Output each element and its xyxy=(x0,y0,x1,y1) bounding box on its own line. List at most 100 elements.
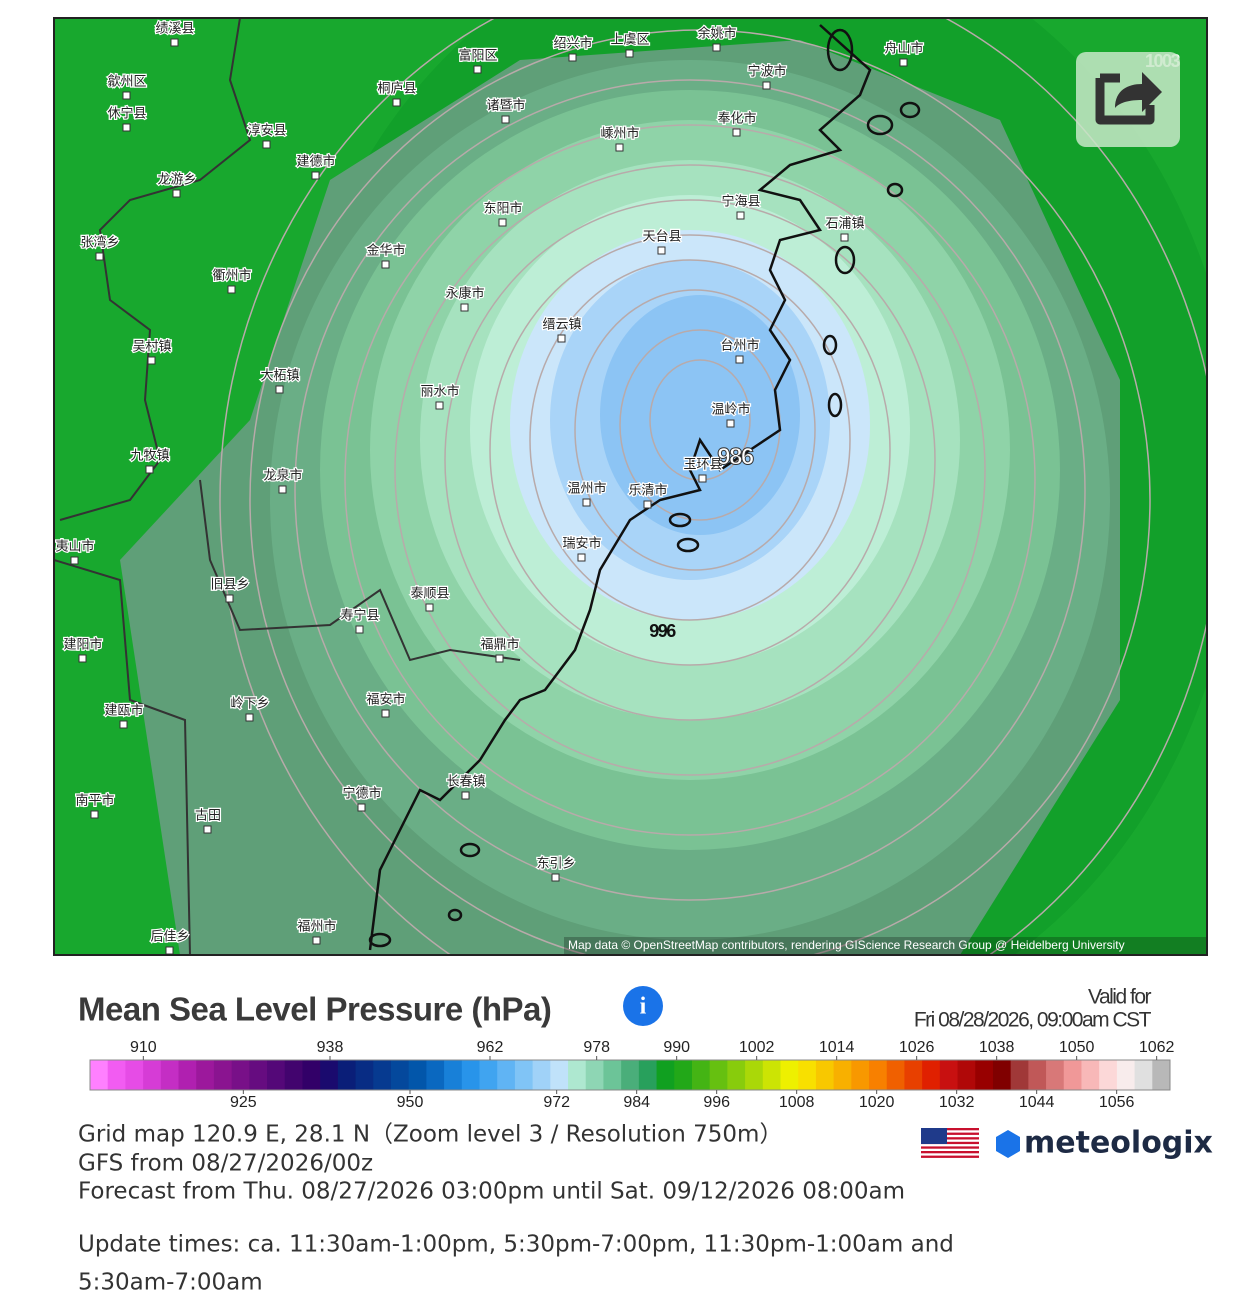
city-marker xyxy=(165,946,174,955)
colorbar-swatch xyxy=(143,1060,162,1090)
city-marker xyxy=(495,654,504,663)
city-marker xyxy=(732,128,741,137)
city-marker xyxy=(147,356,156,365)
colorbar-tick-label: 1014 xyxy=(819,1039,855,1056)
brand-logo xyxy=(996,1130,1020,1158)
city-marker xyxy=(227,285,236,294)
colorbar-swatch xyxy=(975,1060,994,1090)
city-label: 古田 xyxy=(195,809,221,824)
colorbar-swatch xyxy=(461,1060,481,1090)
info-glyph: i xyxy=(640,994,647,1020)
city-label: 东引乡 xyxy=(536,857,575,872)
colorbar-swatch xyxy=(638,1060,658,1090)
attribution-bg xyxy=(564,937,1207,955)
city-label: 奉化市 xyxy=(717,111,756,127)
colorbar-swatch xyxy=(284,1060,303,1090)
colorbar-swatch xyxy=(337,1060,357,1090)
flag-canton xyxy=(921,1128,947,1144)
colorbar-swatch xyxy=(514,1060,534,1090)
city-label: 龙游乡 xyxy=(157,173,196,188)
colorbar-swatch xyxy=(444,1060,463,1090)
share-arrow xyxy=(1115,72,1162,112)
colorbar-swatch xyxy=(90,1060,109,1090)
city-marker xyxy=(498,218,507,227)
us-flag[interactable] xyxy=(921,1128,979,1158)
city-label: 建德市 xyxy=(296,154,335,170)
city-label: 嵊州市 xyxy=(600,126,639,142)
city-marker xyxy=(392,98,401,107)
valid-time: Fri 08/28/2026, 09:00am CST xyxy=(914,1009,1152,1032)
city-label: 天台县 xyxy=(642,230,681,245)
colorbar-swatch xyxy=(408,1060,427,1090)
colorbar-tick-label: 1056 xyxy=(1099,1094,1135,1111)
city-label: 桐庐县 xyxy=(377,82,416,97)
colorbar-tick-label: 1008 xyxy=(779,1094,815,1111)
city-marker xyxy=(425,603,434,612)
colorbar-swatch xyxy=(762,1060,781,1090)
colorbar-tick-label: 990 xyxy=(663,1039,690,1056)
colorbar-swatch xyxy=(1099,1060,1118,1090)
city-marker xyxy=(615,143,624,152)
colorbar-frame xyxy=(89,1059,1171,1091)
colorbar-swatch xyxy=(550,1060,569,1090)
colorbar-swatch xyxy=(745,1060,764,1090)
colorbar-swatch xyxy=(656,1060,675,1090)
city-label: 温岭市 xyxy=(711,402,750,418)
colorbar-swatch xyxy=(390,1060,410,1090)
colorbar-swatch xyxy=(869,1060,888,1090)
colorbar-swatch xyxy=(1010,1060,1029,1090)
info-line: Grid map 120.9 E, 28.1 N（Zoom level 3 / … xyxy=(78,1122,782,1148)
city-label: 吴村镇 xyxy=(132,340,171,355)
city-label: 长春镇 xyxy=(446,775,485,790)
city-marker xyxy=(119,720,128,729)
colorbar-swatch xyxy=(691,1060,711,1090)
city-label: 福安市 xyxy=(366,692,405,708)
city-marker xyxy=(643,500,652,509)
city-label: 泰顺县 xyxy=(410,587,449,602)
colorbar-swatch xyxy=(798,1060,817,1090)
colorbar-swatch xyxy=(373,1060,392,1090)
city-label: 旧县乡 xyxy=(210,578,249,593)
city-label: 上虞区 xyxy=(610,33,649,48)
city-label: 大柘镇 xyxy=(260,369,299,384)
colorbar-swatch xyxy=(196,1060,215,1090)
isobars xyxy=(219,18,1207,955)
city-label: 绩溪县 xyxy=(155,22,194,37)
contour-label: 986 xyxy=(717,443,754,470)
info-text: Grid map 120.9 E, 28.1 N（Zoom level 3 / … xyxy=(78,1122,954,1296)
city-label: 张湾乡 xyxy=(80,235,119,251)
city-label: 台州市 xyxy=(720,338,759,354)
contour-label: 996 xyxy=(649,621,676,641)
colorbar-tick-label: 1050 xyxy=(1059,1039,1095,1056)
colorbar-swatch xyxy=(355,1060,374,1090)
share-button[interactable] xyxy=(1076,52,1180,147)
colorbar-swatch xyxy=(568,1060,587,1090)
attribution: Map data © OpenStreetMap contributors, r… xyxy=(568,938,1125,952)
city-marker xyxy=(312,936,321,945)
info-icon[interactable] xyxy=(623,986,663,1026)
colorbar-swatch xyxy=(1028,1060,1047,1090)
title: Mean Sea Level Pressure (hPa) xyxy=(78,991,551,1028)
city-marker xyxy=(311,171,320,180)
city-marker xyxy=(170,38,179,47)
city-label: 永康市 xyxy=(445,286,484,302)
city-marker xyxy=(577,553,586,562)
city-label: 寿宁县 xyxy=(340,608,379,624)
colorbar-tick-label: 978 xyxy=(583,1039,610,1056)
coastline xyxy=(368,24,921,951)
colorbar-swatch xyxy=(178,1060,197,1090)
city-label: 龙泉市 xyxy=(263,468,302,484)
borders xyxy=(54,18,521,955)
city-marker xyxy=(122,91,131,100)
city-marker xyxy=(557,334,566,343)
city-marker xyxy=(551,873,560,882)
city-label: 诸暨市 xyxy=(486,98,525,114)
colorbar-tick-label: 910 xyxy=(130,1039,157,1056)
colorbar-swatch xyxy=(674,1060,693,1090)
info-button[interactable]: i xyxy=(623,986,663,1026)
colorbar-swatch xyxy=(479,1060,498,1090)
city-label: 南平市 xyxy=(75,793,114,809)
city-label: 福鼎市 xyxy=(480,637,519,653)
